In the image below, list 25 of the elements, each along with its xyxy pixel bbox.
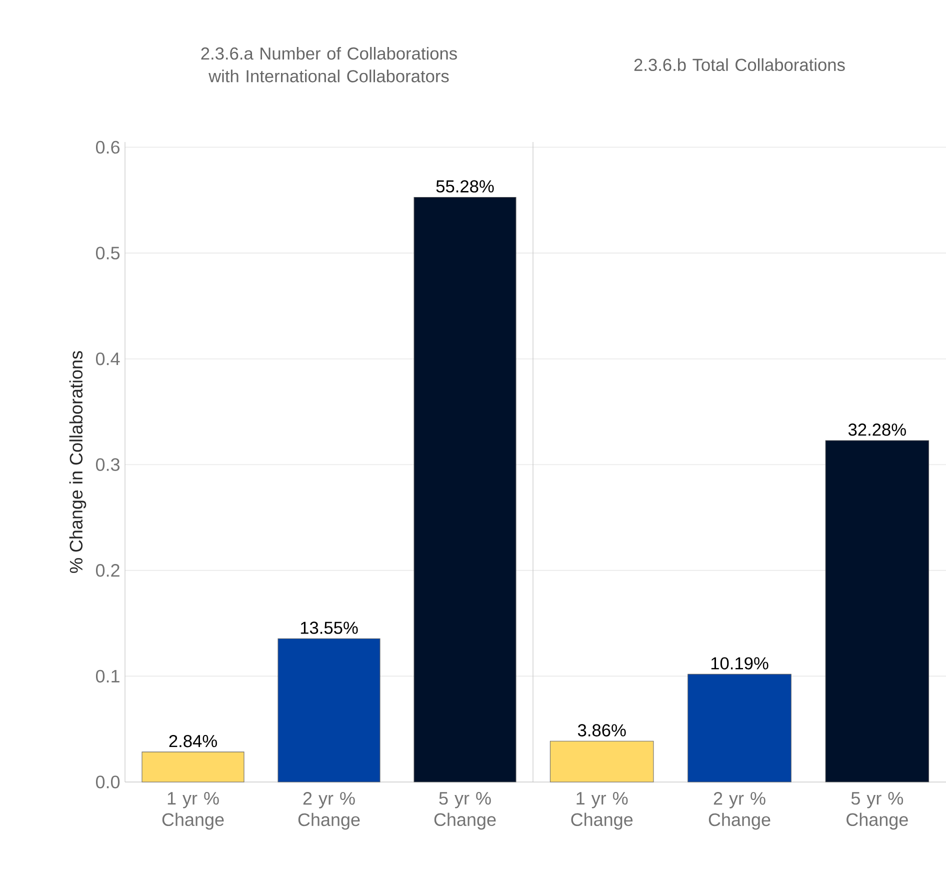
x-tick-label: 2 yr % Change bbox=[298, 792, 360, 830]
x-tick-label: 1 yr % Change bbox=[162, 792, 224, 830]
chart-title: 2.3.6.a Number of Collaborations with International Collaborators bbox=[201, 46, 457, 82]
bar bbox=[142, 752, 244, 782]
y-tick-label: 0.5 bbox=[96, 246, 120, 260]
x-tick-label: 5 yr % Change bbox=[434, 792, 496, 830]
y-tick-label: 0.0 bbox=[96, 776, 120, 788]
data-label: 32.28% bbox=[848, 424, 906, 436]
x-tick-label: 5 yr % Change bbox=[846, 792, 908, 830]
y-tick-label: 0.4 bbox=[96, 352, 120, 366]
chart-title: 2.3.6.b Total Collaborations bbox=[634, 58, 845, 72]
data-label: 55.28% bbox=[436, 180, 494, 192]
y-tick-label: 0.1 bbox=[96, 670, 120, 683]
data-label: 3.86% bbox=[578, 724, 626, 736]
bar bbox=[278, 638, 380, 782]
bar bbox=[414, 196, 516, 782]
y-tick-label: 0.2 bbox=[96, 564, 120, 577]
data-label: 10.19% bbox=[711, 657, 768, 670]
y-tick-label: 0.6 bbox=[96, 140, 120, 154]
y-tick-label: 0.3 bbox=[96, 458, 120, 471]
data-label: 2.84% bbox=[169, 734, 217, 748]
y-axis-title: % Change in Collaborations bbox=[69, 351, 86, 573]
x-tick-label: 1 yr % Change bbox=[571, 792, 633, 830]
x-tick-label: 2 yr % Change bbox=[708, 792, 770, 830]
data-label: 13.55% bbox=[300, 622, 358, 634]
